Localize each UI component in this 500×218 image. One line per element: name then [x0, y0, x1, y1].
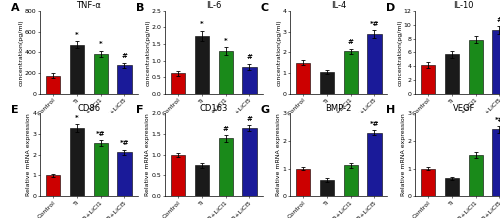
Bar [444, 178, 459, 196]
Bar [320, 72, 334, 94]
Bar [344, 165, 358, 196]
Text: *: * [99, 41, 102, 48]
Text: *#: *# [120, 140, 129, 146]
Y-axis label: concentration(pg/ml): concentration(pg/ml) [18, 19, 24, 86]
Title: VEGF: VEGF [452, 104, 475, 112]
Y-axis label: concentration(pg/ml): concentration(pg/ml) [276, 19, 281, 86]
Bar [492, 129, 500, 196]
Text: *: * [75, 32, 78, 38]
Bar [94, 54, 108, 94]
Bar [242, 66, 256, 94]
Bar [70, 128, 84, 196]
Text: *#: *# [370, 121, 379, 127]
Text: B: B [136, 3, 144, 13]
Text: F: F [136, 105, 143, 115]
Bar [46, 76, 60, 94]
Text: #: # [348, 39, 354, 46]
Bar [468, 40, 483, 94]
Title: IL-4: IL-4 [331, 1, 346, 10]
Bar [70, 44, 84, 94]
Bar [421, 169, 435, 196]
Y-axis label: concentration(pg/ml): concentration(pg/ml) [146, 19, 150, 86]
Bar [296, 63, 310, 94]
Bar [171, 73, 185, 94]
Bar [194, 165, 209, 196]
Text: E: E [11, 105, 18, 115]
Title: IL-6: IL-6 [206, 1, 222, 10]
Text: A: A [11, 3, 20, 13]
Title: BMP-2: BMP-2 [326, 104, 352, 112]
Bar [218, 138, 233, 196]
Title: CD86: CD86 [77, 104, 100, 112]
Bar [296, 169, 310, 196]
Text: *: * [75, 115, 78, 121]
Bar [344, 51, 358, 94]
Bar [368, 133, 382, 196]
Y-axis label: Relative mRNA expression: Relative mRNA expression [146, 113, 150, 196]
Bar [468, 155, 483, 196]
Bar [118, 65, 132, 94]
Text: *#: *# [370, 21, 379, 27]
Title: TNF-α: TNF-α [76, 1, 101, 10]
Title: CD163: CD163 [200, 104, 228, 112]
Bar [492, 30, 500, 94]
Text: *#: *# [494, 117, 500, 123]
Text: #: # [246, 54, 252, 60]
Text: #: # [222, 126, 228, 132]
Text: G: G [261, 105, 270, 115]
Bar [421, 65, 435, 94]
Bar [444, 54, 459, 94]
Bar [218, 51, 233, 94]
Y-axis label: concentration(pg/ml): concentration(pg/ml) [398, 19, 402, 86]
Bar [171, 155, 185, 196]
Text: D: D [386, 3, 395, 13]
Y-axis label: Relative mRNA expression: Relative mRNA expression [26, 113, 31, 196]
Text: H: H [386, 105, 395, 115]
Y-axis label: Relative mRNA expression: Relative mRNA expression [276, 113, 281, 196]
Bar [368, 34, 382, 94]
Text: *: * [200, 21, 203, 27]
Bar [94, 143, 108, 196]
Y-axis label: Relative mRNA expression: Relative mRNA expression [401, 113, 406, 196]
Text: #: # [122, 53, 128, 59]
Text: #: # [246, 116, 252, 122]
Title: IL-10: IL-10 [454, 1, 474, 10]
Text: #: # [496, 17, 500, 23]
Bar [242, 128, 256, 196]
Bar [118, 152, 132, 196]
Text: C: C [261, 3, 269, 13]
Text: *#: *# [96, 131, 106, 137]
Bar [46, 175, 60, 196]
Text: *: * [224, 38, 228, 44]
Bar [194, 36, 209, 94]
Bar [320, 180, 334, 196]
